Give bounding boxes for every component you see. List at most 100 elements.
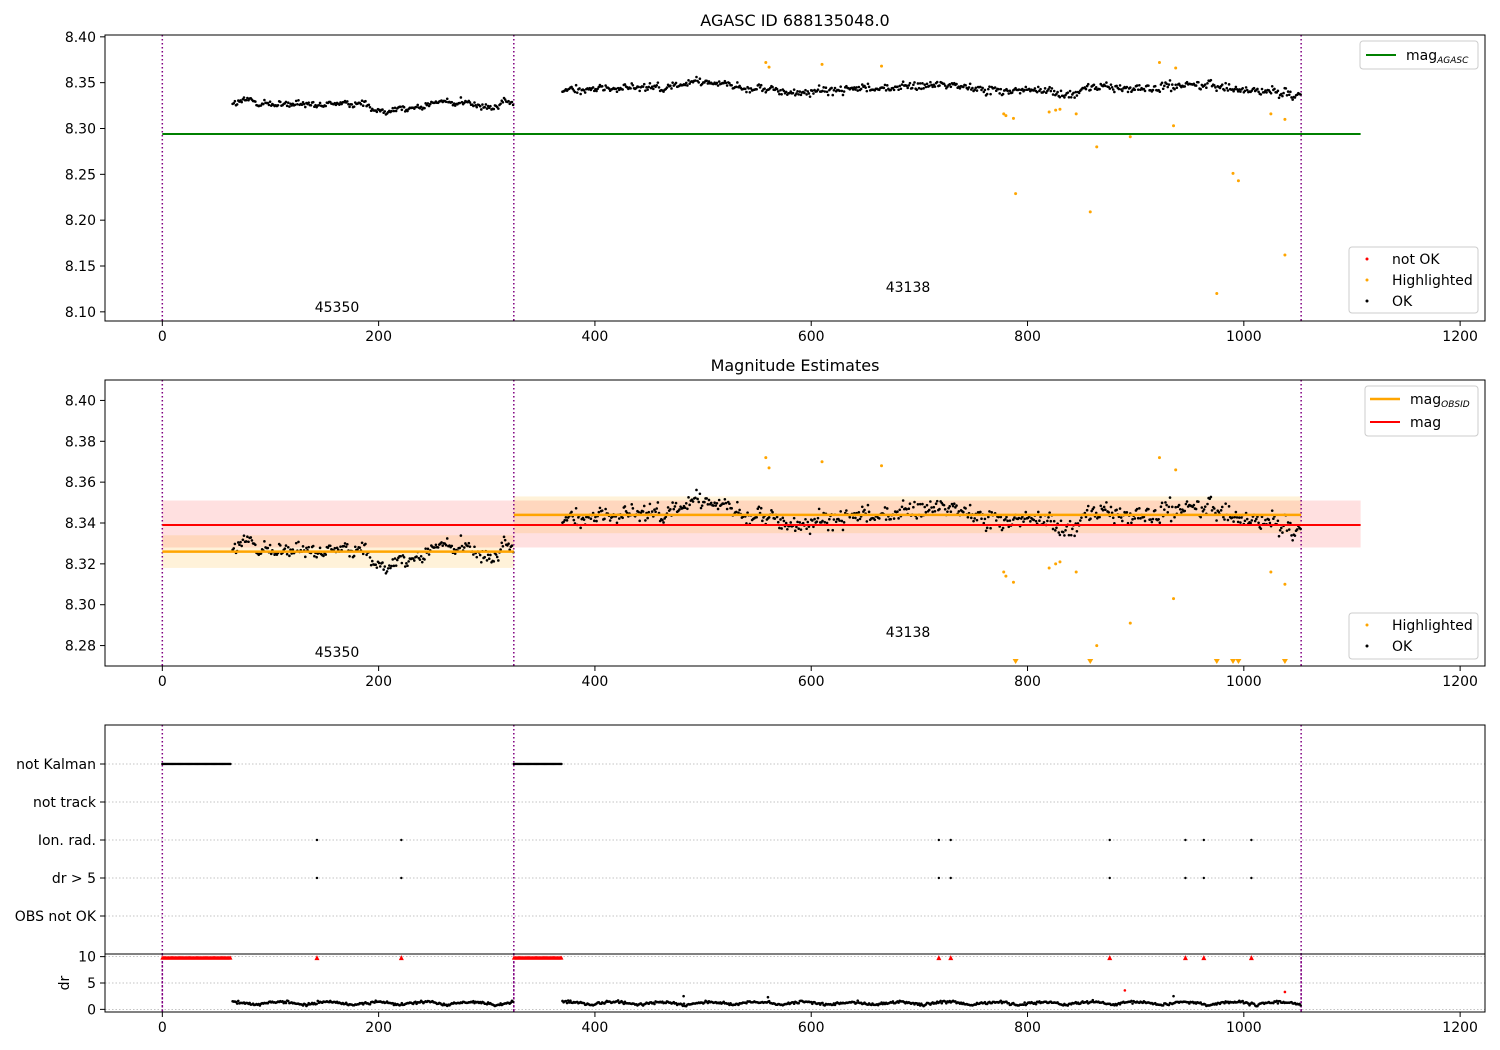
ok-point: [426, 102, 430, 105]
ok-point: [674, 81, 678, 85]
top-panel-title: AGASC ID 688135048.0: [700, 11, 889, 30]
ok-point: [1233, 515, 1237, 519]
dr-x-tick-label: 400: [582, 1020, 609, 1036]
ok-point: [1055, 526, 1058, 530]
ok-point: [770, 509, 773, 512]
dr-x-tick-label: 1200: [1442, 1020, 1478, 1036]
ok-point: [1259, 93, 1263, 96]
dr-point: [792, 1002, 796, 1006]
ok-point: [714, 504, 718, 507]
dr-point: [286, 999, 290, 1003]
ok-point: [645, 86, 648, 89]
ok-point: [1001, 526, 1005, 530]
ok-point: [1167, 83, 1171, 86]
ok-point: [266, 546, 270, 550]
ok-point: [364, 542, 367, 546]
ok-point: [734, 85, 738, 89]
ok-point: [1192, 503, 1196, 507]
ok-point: [666, 506, 670, 509]
ok-point: [823, 90, 827, 93]
ok-point: [867, 85, 871, 89]
dr-gt-5-point: [1184, 876, 1187, 880]
mid-upper-legend: magOBSID mag: [1364, 385, 1479, 437]
ok-point: [1098, 87, 1101, 91]
ok-point: [755, 515, 758, 519]
ok-point: [737, 511, 740, 515]
ok-point: [694, 496, 697, 500]
ok-point: [957, 510, 961, 513]
ok-point: [1290, 96, 1293, 99]
highlighted-point: [1283, 253, 1287, 257]
ok-point: [352, 554, 356, 558]
ok-point: [1281, 94, 1284, 98]
ok-point: [683, 506, 687, 510]
ok-point: [637, 510, 640, 514]
flag-label-obs-not-ok: OBS not OK: [15, 909, 97, 925]
ok-point: [952, 502, 956, 505]
ok-point: [240, 544, 244, 548]
ok-point: [473, 101, 476, 104]
ok-point: [508, 548, 511, 551]
dr-point: [682, 1002, 686, 1005]
ok-point: [688, 503, 691, 507]
ok-point: [873, 518, 877, 522]
ok-point: [1119, 516, 1123, 519]
ok-point: [268, 543, 272, 547]
ok-point: [1068, 89, 1072, 93]
ok-point: [450, 100, 454, 104]
ok-point: [971, 86, 974, 90]
ok-point: [798, 521, 802, 524]
ok-point: [1173, 515, 1176, 519]
ok-point: [294, 99, 298, 103]
ok-point: [771, 85, 774, 89]
ok-point: [921, 502, 924, 506]
ok-point: [1049, 89, 1053, 93]
ok-point: [475, 555, 479, 559]
ok-point: [1068, 519, 1072, 523]
ok-point: [383, 110, 387, 113]
ok-point: [722, 502, 726, 505]
ok-point: [415, 105, 418, 109]
ok-point: [725, 84, 729, 87]
ok-point: [669, 508, 672, 511]
ok-point: [830, 86, 833, 90]
ok-point: [930, 83, 933, 87]
ok-point: [838, 519, 841, 522]
ok-point: [831, 93, 835, 97]
highlighted-point: [1004, 574, 1008, 578]
ok-point: [655, 507, 659, 510]
ok-point: [303, 555, 307, 559]
clipped-dr-marker: [398, 955, 404, 961]
ok-point: [501, 100, 505, 104]
mid-y-tick-label: 8.40: [65, 393, 96, 409]
ok-point: [284, 544, 288, 547]
dr-point: [1299, 1004, 1302, 1007]
ok-point: [268, 100, 272, 104]
ok-point: [1054, 529, 1057, 532]
clipped-dr-marker: [936, 955, 942, 961]
ok-point: [736, 81, 739, 84]
ok-point: [1257, 521, 1260, 525]
ok-point: [717, 498, 721, 502]
ok-point: [1008, 519, 1012, 522]
ok-point: [657, 86, 661, 89]
ok-point: [348, 105, 351, 109]
ok-point: [813, 517, 816, 521]
ok-point: [724, 501, 728, 505]
not-kalman-point: [229, 762, 232, 766]
ok-point: [564, 516, 568, 519]
ok-point: [824, 86, 828, 90]
dr-y-tick-label: 5: [87, 976, 96, 992]
ok-point: [686, 84, 689, 87]
mid-panel: 0 200 400 600 800 1000 1200 8.28 8.30 8.32 8.34 8.3…: [65, 379, 1486, 690]
ok-point: [1136, 516, 1140, 520]
dr-point: [368, 1002, 372, 1006]
ok-point: [301, 545, 305, 548]
highlighted-point: [1011, 116, 1015, 120]
ok-point: [925, 503, 929, 507]
ok-point: [703, 500, 706, 504]
ok-point: [1151, 517, 1155, 521]
ok-point: [854, 88, 857, 91]
ok-point: [859, 87, 863, 91]
dr-axes: 0 200 400 600 800 1000 1200 0 5 10: [78, 950, 1478, 1036]
